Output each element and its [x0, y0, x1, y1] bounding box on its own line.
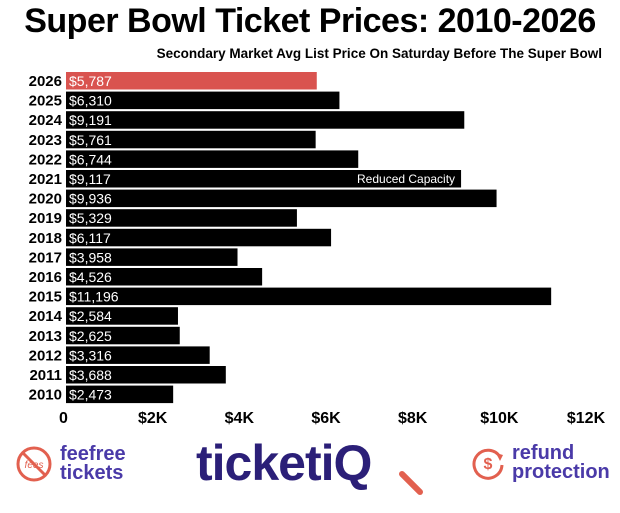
value-label-2015: $11,196 — [69, 289, 119, 305]
ticketiq-logo-main: ticket — [196, 435, 322, 491]
bar-2020 — [66, 189, 497, 208]
y-tick-label-2024: 2024 — [29, 112, 63, 129]
value-label-2024: $9,191 — [69, 112, 112, 128]
no-fees-icon: fees — [16, 446, 52, 482]
x-tick-label-12000: $12K — [567, 410, 606, 427]
value-label-2019: $5,329 — [69, 210, 112, 226]
y-tick-label-2020: 2020 — [29, 191, 62, 208]
bar-2025 — [66, 91, 340, 110]
bar-2018 — [66, 228, 332, 247]
bar-chart: 2026 $5,787 2025 $6,310 2024 $9,191 2023 $5,761… — [29, 72, 606, 427]
footer-logos: fees feefree tickets ticketiQ $ refund p… — [0, 430, 620, 510]
bar-2012 — [66, 346, 210, 364]
bar-2014 — [66, 307, 178, 325]
y-tick-label-2014: 2014 — [29, 308, 63, 325]
bar-2016 — [66, 268, 263, 286]
ticketiq-logo-accent: iQ — [320, 435, 373, 491]
bar-2010 — [66, 385, 174, 404]
y-tick-label-2012: 2012 — [29, 347, 62, 364]
value-label-2026: $5,787 — [69, 73, 112, 89]
y-tick-label-2010: 2010 — [29, 387, 62, 404]
y-tick-label-2022: 2022 — [29, 151, 62, 168]
y-tick-label-2026: 2026 — [29, 73, 62, 90]
feefree-logo-line1: feefree — [60, 443, 126, 465]
value-label-2020: $9,936 — [69, 191, 112, 207]
value-label-2011: $3,688 — [69, 367, 112, 383]
y-tick-label-2015: 2015 — [29, 289, 62, 306]
value-label-2018: $6,117 — [69, 230, 111, 246]
x-tick-label-6000: $6K — [311, 410, 341, 427]
bar-2017 — [66, 248, 238, 266]
value-label-2014: $2,584 — [69, 308, 112, 324]
x-tick-label-2000: $2K — [138, 410, 168, 427]
x-tick-label-10000: $10K — [480, 410, 519, 427]
annotation-2021: Reduced Capacity — [357, 172, 455, 186]
bar-2021 — [66, 170, 462, 188]
y-tick-label-2016: 2016 — [29, 269, 62, 286]
bar-2013 — [66, 326, 180, 345]
feefree-logo-line2: tickets — [60, 462, 124, 484]
chart-title: Super Bowl Ticket Prices: 2010-2026 — [24, 2, 596, 40]
bar-2019 — [66, 209, 297, 227]
y-tick-label-2013: 2013 — [29, 328, 62, 345]
y-tick-label-2011: 2011 — [29, 367, 62, 384]
bar-2015 — [66, 287, 552, 306]
refund-logo-line1: refund — [512, 442, 575, 464]
bar-2022 — [66, 150, 359, 168]
y-tick-label-2023: 2023 — [29, 132, 62, 149]
fee-badge-text: fees — [25, 460, 44, 471]
refund-logo-line2: protection — [512, 461, 610, 483]
refund-icon: $ — [472, 448, 504, 480]
x-tick-label-0: 0 — [59, 410, 68, 427]
y-tick-label-2021: 2021 — [29, 171, 62, 188]
feefree-tickets-logo[interactable]: fees feefree tickets — [14, 444, 126, 484]
bar-2024 — [66, 111, 465, 129]
bar-2023 — [66, 130, 316, 149]
value-label-2021: $9,117 — [69, 171, 111, 187]
y-tick-label-2017: 2017 — [29, 249, 62, 266]
chart-subtitle: Secondary Market Avg List Price On Satur… — [156, 46, 602, 61]
value-label-2012: $3,316 — [69, 347, 112, 363]
value-label-2023: $5,761 — [69, 132, 112, 148]
value-label-2022: $6,744 — [69, 151, 112, 167]
bar-2011 — [66, 366, 226, 384]
ticketiq-logo[interactable]: ticketiQ — [196, 434, 373, 492]
refund-icon-text: $ — [484, 456, 493, 473]
value-label-2016: $4,526 — [69, 269, 112, 285]
x-tick-label-8000: $8K — [398, 410, 428, 427]
value-label-2025: $6,310 — [69, 93, 112, 109]
refund-protection-logo[interactable]: $ refund protection — [470, 442, 610, 483]
y-tick-label-2018: 2018 — [29, 230, 62, 247]
magnifier-icon — [399, 471, 423, 495]
bar-2026 — [66, 72, 317, 90]
x-tick-label-4000: $4K — [225, 410, 255, 427]
y-tick-label-2019: 2019 — [29, 210, 62, 227]
value-label-2010: $2,473 — [69, 387, 112, 403]
y-tick-label-2025: 2025 — [29, 93, 62, 110]
value-label-2017: $3,958 — [69, 249, 112, 265]
value-label-2013: $2,625 — [69, 328, 112, 344]
